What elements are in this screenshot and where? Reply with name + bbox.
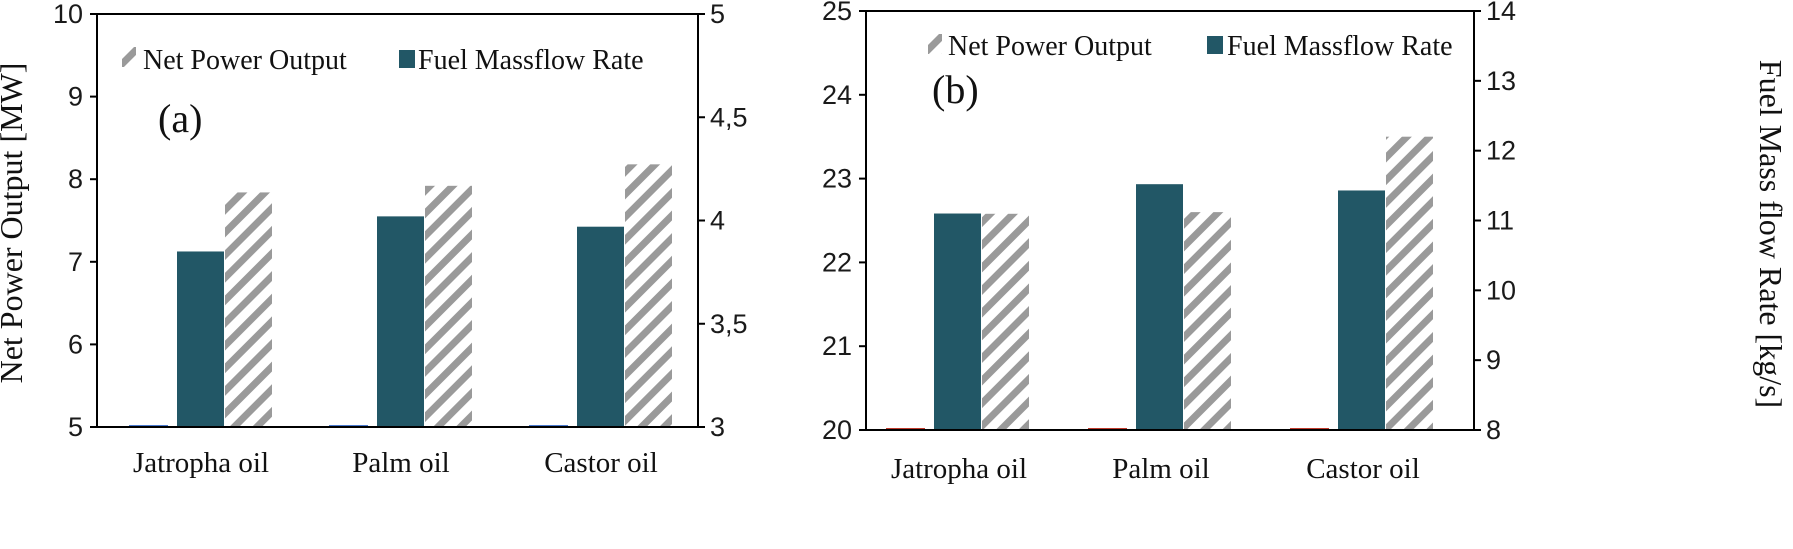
category-label: Castor oil: [544, 447, 658, 479]
category-label: Jatropha oil: [133, 447, 269, 479]
legend-label-fuel-massflow-rate: Fuel Massflow Rate: [1227, 31, 1453, 62]
panel-a-left-ticks: 5 6 7 8 9 10: [53, 0, 97, 442]
bar-net-power-output-jatropha-oil: [225, 192, 272, 427]
panel-b-category-labels: Jatropha oil Palm oil Castor oil: [891, 453, 1420, 485]
bar-fuel-massflow-rate-castor-oil: [1338, 190, 1385, 430]
panel-b-plot-frame: [865, 10, 1475, 431]
legend-swatch-fuel-massflow-rate: [399, 50, 415, 68]
category-label: Castor oil: [1306, 453, 1420, 485]
left-tick-label: 10: [53, 0, 83, 29]
category-label: Palm oil: [352, 447, 449, 479]
bar-net-power-output-jatropha-oil: [982, 213, 1029, 430]
panel-a-bars: [129, 164, 672, 427]
category-label: Palm oil: [1112, 453, 1209, 485]
panel-b-right-axis-title: Fuel Mass flow Rate [kg/s]: [1753, 60, 1789, 408]
panel-a-label: (a): [158, 96, 202, 141]
right-tick-label: 3: [710, 412, 725, 442]
left-tick-label: 23: [822, 164, 852, 194]
panel-a-category-labels: Jatropha oil Palm oil Castor oil: [133, 447, 658, 479]
legend-label-net-power-output: Net Power Output: [948, 31, 1152, 62]
bar-fuel-massflow-rate-jatropha-oil: [177, 251, 224, 427]
left-tick-label: 7: [68, 247, 83, 277]
panel-a-left-axis-title: Net Power Output [MW]: [0, 63, 29, 384]
panel-a-legend: Net Power Output Fuel Massflow Rate: [122, 45, 644, 76]
panel-b-right-ticks: 8 9 10 11 12 13 14: [1474, 0, 1516, 445]
category-label: Jatropha oil: [891, 453, 1027, 485]
bar-net-power-output-castor-oil: [1386, 136, 1433, 430]
chart-panel-b: Net Power Output Fuel Massflow Rate (b) …: [822, 0, 1789, 485]
legend-swatch-net-power-output: [928, 34, 942, 54]
left-tick-label: 9: [68, 82, 83, 112]
panel-b-left-ticks: 20 21 22 23 24 25: [822, 0, 866, 445]
panel-a-plot-frame: [96, 13, 699, 428]
left-tick-label: 20: [822, 415, 852, 445]
left-tick-label: 21: [822, 331, 852, 361]
left-tick-label: 25: [822, 0, 852, 26]
right-tick-label: 5: [710, 0, 725, 29]
legend-label-fuel-massflow-rate: Fuel Massflow Rate: [418, 45, 644, 76]
legend-label-net-power-output: Net Power Output: [143, 45, 347, 76]
bar-fuel-massflow-rate-jatropha-oil: [934, 213, 981, 430]
right-tick-label: 11: [1486, 206, 1514, 236]
right-tick-label: 3,5: [710, 309, 748, 339]
right-tick-label: 8: [1486, 415, 1501, 445]
left-tick-label: 5: [68, 412, 83, 442]
left-tick-label: 24: [822, 80, 852, 110]
bar-net-power-output-palm-oil: [1184, 212, 1231, 430]
bar-fuel-massflow-rate-palm-oil: [377, 216, 424, 427]
chart-panel-a: Net Power Output Fuel Massflow Rate (a) …: [0, 0, 748, 479]
legend-swatch-net-power-output: [122, 47, 136, 67]
left-tick-label: 8: [68, 164, 83, 194]
bar-fuel-massflow-rate-palm-oil: [1136, 184, 1183, 430]
right-tick-label: 4,5: [710, 102, 748, 132]
right-tick-label: 4: [710, 206, 725, 236]
right-tick-label: 12: [1486, 136, 1516, 166]
bar-net-power-output-palm-oil: [425, 185, 472, 427]
panel-a-right-ticks: 3 3,5 4 4,5 5: [698, 0, 748, 442]
legend-swatch-fuel-massflow-rate: [1207, 36, 1223, 54]
bar-fuel-massflow-rate-castor-oil: [577, 226, 624, 427]
left-tick-label: 6: [68, 329, 83, 359]
right-tick-label: 9: [1486, 345, 1501, 375]
panel-b-legend: Net Power Output Fuel Massflow Rate: [928, 31, 1453, 62]
bar-net-power-output-castor-oil: [625, 164, 672, 427]
right-tick-label: 13: [1486, 66, 1516, 96]
panel-b-label: (b): [932, 67, 979, 112]
right-tick-label: 10: [1486, 275, 1516, 305]
left-tick-label: 22: [822, 247, 852, 277]
panel-b-bars: [886, 136, 1433, 430]
right-tick-label: 14: [1486, 0, 1516, 26]
